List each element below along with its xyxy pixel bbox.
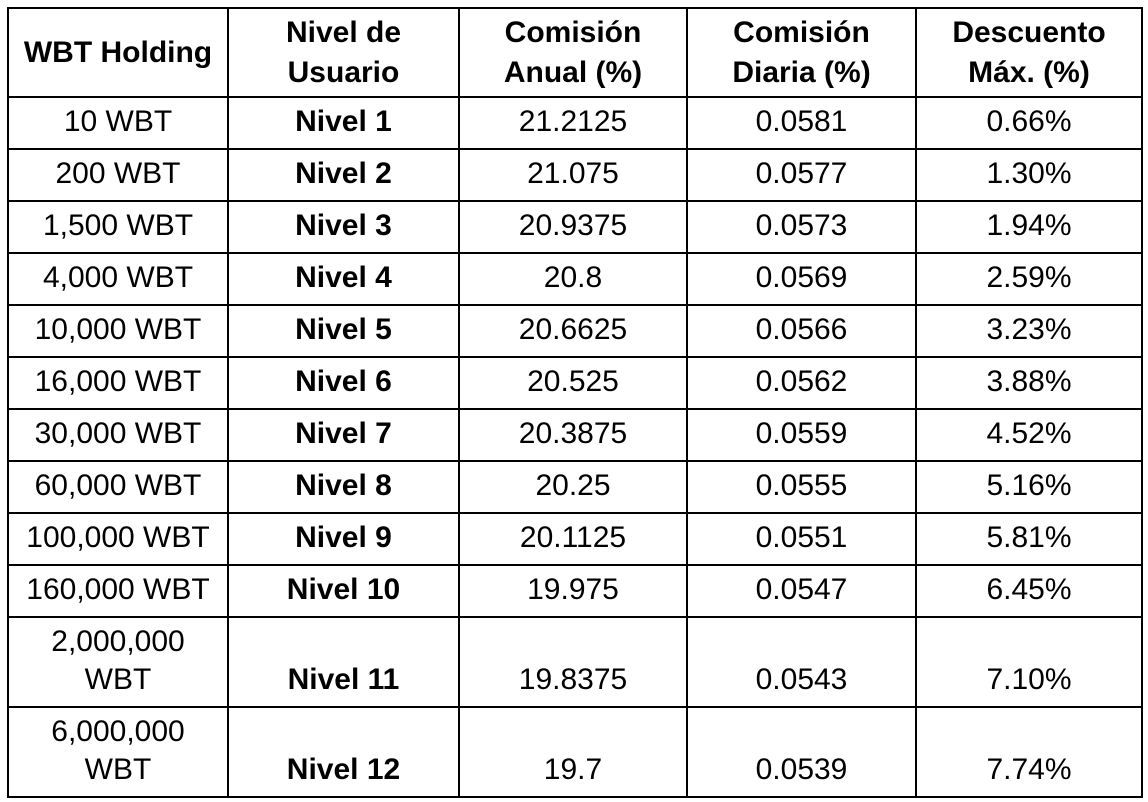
data-cell: 0.0577 xyxy=(686,148,917,202)
data-cell: 0.0539 xyxy=(686,706,917,798)
data-cell: 10,000 WBT xyxy=(7,304,229,358)
data-cell: 0.0551 xyxy=(686,512,917,566)
data-cell: 7.74% xyxy=(915,706,1143,798)
data-cell: 19.8375 xyxy=(458,616,688,708)
data-cell: 160,000 WBT xyxy=(7,564,229,618)
level-cell: Nivel 1 xyxy=(227,96,460,150)
data-cell: 20.9375 xyxy=(458,200,688,254)
data-cell: 20.8 xyxy=(458,252,688,306)
level-cell: Nivel 7 xyxy=(227,408,460,462)
level-cell: Nivel 2 xyxy=(227,148,460,202)
data-cell: 20.3875 xyxy=(458,408,688,462)
header-cell: Comisión Anual (%) xyxy=(458,7,688,98)
header-cell: WBT Holding xyxy=(7,7,229,98)
data-cell: 19.7 xyxy=(458,706,688,798)
header-row: WBT Holding Nivel de Usuario Comisión Anua… xyxy=(7,7,1143,98)
table-body: 10 WBT Nivel 1 21.2125 0.0581 0.66% 200 WBT Ni… xyxy=(7,96,1143,798)
data-cell: 0.0562 xyxy=(686,356,917,410)
table-row: 16,000 WBT Nivel 6 20.525 0.0562 3.88% xyxy=(7,356,1143,410)
table-row: 60,000 WBT Nivel 8 20.25 0.0555 5.16% xyxy=(7,460,1143,514)
level-cell: Nivel 12 xyxy=(227,706,460,798)
header-cell: Descuento Máx. (%) xyxy=(915,7,1143,98)
data-cell: 5.81% xyxy=(915,512,1143,566)
table-row: 6,000,000 WBT Nivel 12 19.7 0.0539 7.74% xyxy=(7,706,1143,798)
level-cell: Nivel 3 xyxy=(227,200,460,254)
data-cell: 100,000 WBT xyxy=(7,512,229,566)
data-cell: 20.6625 xyxy=(458,304,688,358)
data-cell: 4.52% xyxy=(915,408,1143,462)
data-cell: 0.0555 xyxy=(686,460,917,514)
data-cell: 0.0547 xyxy=(686,564,917,618)
table-head: WBT Holding Nivel de Usuario Comisión Anua… xyxy=(7,7,1143,98)
data-cell: 20.1125 xyxy=(458,512,688,566)
data-cell: 6.45% xyxy=(915,564,1143,618)
table-row: 200 WBT Nivel 2 21.075 0.0577 1.30% xyxy=(7,148,1143,202)
table-row: 2,000,000 WBT Nivel 11 19.8375 0.0543 7.10% xyxy=(7,616,1143,708)
data-cell: 21.2125 xyxy=(458,96,688,150)
level-cell: Nivel 11 xyxy=(227,616,460,708)
data-cell: 5.16% xyxy=(915,460,1143,514)
level-cell: Nivel 6 xyxy=(227,356,460,410)
data-cell: 1.30% xyxy=(915,148,1143,202)
table-row: 4,000 WBT Nivel 4 20.8 0.0569 2.59% xyxy=(7,252,1143,306)
data-cell: 20.25 xyxy=(458,460,688,514)
data-cell: 0.0566 xyxy=(686,304,917,358)
header-cell: Nivel de Usuario xyxy=(227,7,460,98)
data-cell: 16,000 WBT xyxy=(7,356,229,410)
data-cell: 1,500 WBT xyxy=(7,200,229,254)
level-cell: Nivel 4 xyxy=(227,252,460,306)
level-cell: Nivel 10 xyxy=(227,564,460,618)
data-cell: 1.94% xyxy=(915,200,1143,254)
level-cell: Nivel 8 xyxy=(227,460,460,514)
data-cell: 3.23% xyxy=(915,304,1143,358)
data-cell: 0.0543 xyxy=(686,616,917,708)
table-row: 10,000 WBT Nivel 5 20.6625 0.0566 3.23% xyxy=(7,304,1143,358)
table-row: 1,500 WBT Nivel 3 20.9375 0.0573 1.94% xyxy=(7,200,1143,254)
data-cell: 200 WBT xyxy=(7,148,229,202)
commission-table: WBT Holding Nivel de Usuario Comisión Anua… xyxy=(7,7,1143,798)
data-cell: 4,000 WBT xyxy=(7,252,229,306)
level-cell: Nivel 5 xyxy=(227,304,460,358)
data-cell: 0.0559 xyxy=(686,408,917,462)
data-cell: 60,000 WBT xyxy=(7,460,229,514)
data-cell: 19.975 xyxy=(458,564,688,618)
level-cell: Nivel 9 xyxy=(227,512,460,566)
data-cell: 6,000,000 WBT xyxy=(7,706,229,798)
data-cell: 2,000,000 WBT xyxy=(7,616,229,708)
data-cell: 7.10% xyxy=(915,616,1143,708)
data-cell: 21.075 xyxy=(458,148,688,202)
data-cell: 0.0573 xyxy=(686,200,917,254)
data-cell: 10 WBT xyxy=(7,96,229,150)
data-cell: 0.0581 xyxy=(686,96,917,150)
data-cell: 0.0569 xyxy=(686,252,917,306)
data-cell: 0.66% xyxy=(915,96,1143,150)
data-cell: 3.88% xyxy=(915,356,1143,410)
table-row: 160,000 WBT Nivel 10 19.975 0.0547 6.45% xyxy=(7,564,1143,618)
header-cell: Comisión Diaria (%) xyxy=(686,7,917,98)
table-row: 30,000 WBT Nivel 7 20.3875 0.0559 4.52% xyxy=(7,408,1143,462)
data-cell: 2.59% xyxy=(915,252,1143,306)
data-cell: 30,000 WBT xyxy=(7,408,229,462)
table-row: 10 WBT Nivel 1 21.2125 0.0581 0.66% xyxy=(7,96,1143,150)
data-cell: 20.525 xyxy=(458,356,688,410)
table-row: 100,000 WBT Nivel 9 20.1125 0.0551 5.81% xyxy=(7,512,1143,566)
